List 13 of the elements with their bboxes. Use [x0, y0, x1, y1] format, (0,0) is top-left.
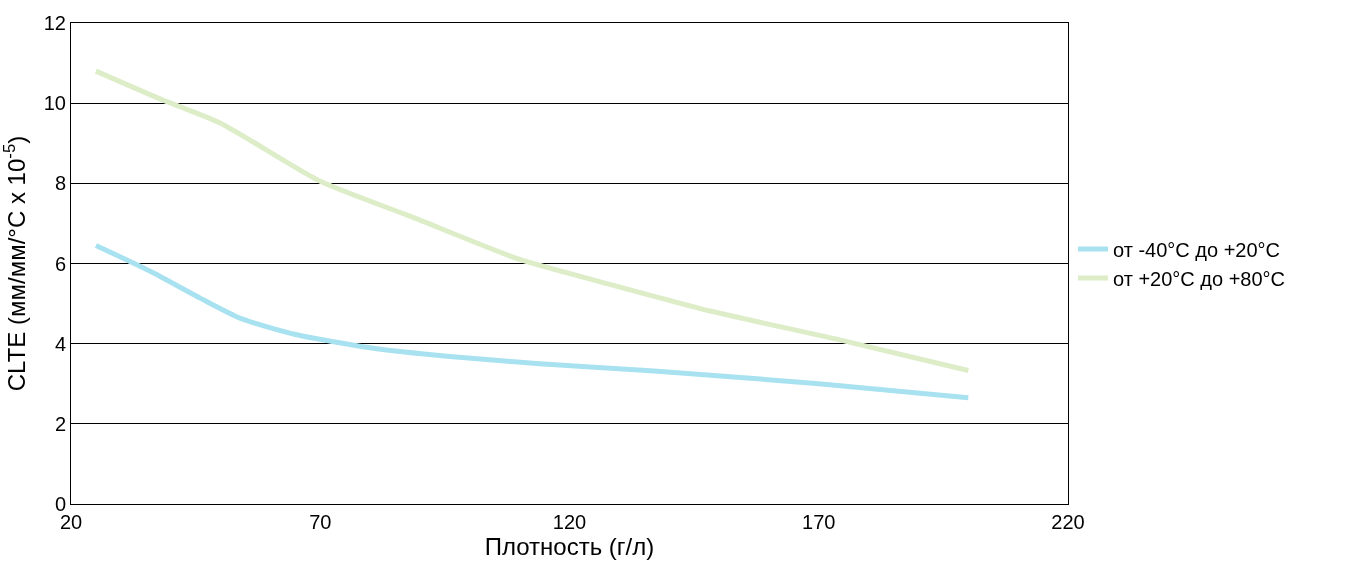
x-tick-label: 70 [309, 511, 332, 533]
x-tick-label: 120 [552, 511, 587, 533]
y-tick-label: 2 [54, 412, 66, 435]
x-tick-label: 170 [802, 511, 836, 533]
y-tick-label: 6 [54, 252, 66, 275]
x-axis-title: Плотность (г/л) [484, 533, 655, 560]
y-tick-label: 4 [54, 332, 66, 355]
legend-label: от +20°C до +80°C [1112, 267, 1286, 290]
y-tick-label: 10 [43, 92, 66, 115]
y-tick-label: 8 [54, 172, 66, 195]
legend-label: от -40°C до +20°C [1112, 238, 1281, 261]
x-tick-label: 220 [1051, 511, 1085, 533]
y-tick-label: 12 [43, 12, 66, 34]
